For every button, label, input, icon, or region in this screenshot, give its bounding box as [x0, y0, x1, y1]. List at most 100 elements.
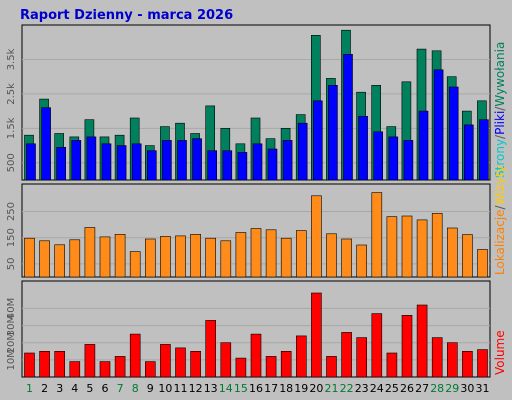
chart-title: Raport Dzienny - marca 2026 [20, 8, 233, 23]
bar-volume-volume [220, 342, 232, 378]
y-tick-label: 40M [6, 298, 17, 319]
x-tick-label: 26 [400, 382, 414, 395]
bar-volume-volume [295, 335, 307, 378]
bar-volume-volume [69, 361, 81, 378]
bar-volume-volume [205, 320, 216, 378]
bar-visits-wizyty [145, 238, 156, 278]
bar-visits-wizyty [401, 215, 413, 278]
bar-volume-volume [416, 304, 428, 378]
bar-visits-wizyty [54, 244, 66, 278]
bar-volume-volume [401, 314, 413, 378]
legend-separator: / [493, 134, 507, 139]
x-tick-label: 24 [370, 382, 384, 395]
legend-volume: Volume [493, 330, 507, 375]
bar-volume-volume [39, 350, 50, 378]
x-tick-label: 27 [415, 382, 429, 395]
bar-visits-wizyty [175, 235, 186, 278]
x-tick-label: 7 [117, 382, 124, 395]
y-tick-label: 10M [6, 349, 17, 370]
bar-volume-volume [129, 333, 141, 378]
bar-hits-pliki [463, 124, 474, 181]
bar-visits-wizyty [220, 240, 232, 278]
bar-hits-pliki [71, 140, 82, 181]
bar-visits-wizyty [326, 233, 337, 278]
bar-visits-wizyty [190, 234, 201, 278]
bar-visits-wizyty [250, 228, 262, 278]
bar-hits-pliki [373, 131, 384, 181]
bar-volume-volume [431, 337, 443, 378]
bar-volume-volume [265, 356, 277, 378]
x-tick-label: 16 [249, 382, 263, 395]
legend-separator: / [493, 106, 507, 111]
bar-visits-wizyty [295, 230, 307, 278]
x-tick-label: 29 [445, 382, 459, 395]
legend-entry: Strony [493, 139, 507, 178]
x-tick-label: 22 [340, 382, 354, 395]
x-tick-label: 1 [26, 382, 33, 395]
bar-volume-volume [175, 347, 186, 378]
bar-volume-volume [326, 356, 337, 378]
x-tick-label: 31 [476, 382, 490, 395]
y-tick-label: 3.5k [6, 48, 17, 70]
bar-visits-wizyty [416, 219, 428, 278]
bar-visits-wizyty [386, 216, 398, 278]
y-tick-label: 30M [6, 315, 17, 336]
y-tick-label: 2.5k [6, 83, 17, 105]
x-tick-label: 11 [174, 382, 188, 395]
y-tick-label: 150 [6, 228, 17, 247]
bar-hits-pliki [116, 145, 127, 181]
bar-volume-volume [114, 356, 126, 378]
bar-volume-volume [250, 333, 262, 378]
bar-hits-pliki [252, 143, 263, 181]
x-tick-label: 17 [264, 382, 278, 395]
bar-visits-wizyty [129, 251, 141, 278]
bar-volume-volume [356, 337, 368, 378]
bar-visits-wizyty [311, 195, 322, 278]
bar-hits-pliki [282, 140, 293, 181]
bar-visits-wizyty [24, 237, 35, 278]
legend-entry: Pliki [493, 111, 507, 135]
bar-volume-volume [446, 342, 458, 378]
bar-hits-pliki [162, 140, 172, 181]
x-tick-label: 12 [189, 382, 203, 395]
bar-hits-pliki [328, 85, 338, 181]
x-tick-label: 5 [86, 382, 93, 395]
bar-hits-pliki [343, 53, 353, 181]
bar-volume-volume [24, 352, 35, 378]
x-tick-label: 21 [325, 382, 339, 395]
bar-volume-volume [99, 361, 111, 378]
bar-hits-pliki [147, 150, 157, 181]
chart-panels: 5001.5k2.5k3.5kStrony/Pliki/Wywołania501… [6, 24, 507, 378]
bar-visits-wizyty [477, 249, 488, 278]
bar-hits-pliki [131, 143, 142, 181]
bar-volume-volume [54, 350, 66, 378]
bar-visits-wizyty [99, 236, 111, 278]
legend-entry: Wizyty [493, 165, 507, 205]
bar-volume-volume [371, 313, 383, 378]
x-tick-label: 4 [71, 382, 78, 395]
bar-hits-pliki [41, 107, 51, 181]
bar-volume-volume [190, 350, 201, 378]
bar-visits-wizyty [371, 192, 383, 278]
bar-visits-wizyty [431, 213, 443, 278]
x-tick-label: 28 [430, 382, 444, 395]
bar-volume-volume [160, 344, 171, 378]
x-tick-label: 18 [279, 382, 293, 395]
legend-visits: Lokalizacje/Wizyty [493, 165, 507, 275]
bar-hits-pliki [192, 138, 202, 181]
bar-hits-pliki [388, 136, 399, 181]
bar-hits-pliki [448, 86, 459, 181]
bar-hits-pliki [358, 116, 368, 181]
y-tick-label: 500 [6, 153, 17, 172]
x-tick-label: 14 [219, 382, 233, 395]
x-tick-label: 10 [158, 382, 172, 395]
x-tick-label: 9 [147, 382, 154, 395]
bar-visits-wizyty [462, 234, 473, 278]
bar-visits-wizyty [160, 236, 171, 278]
x-tick-label: 25 [385, 382, 399, 395]
bar-hits-pliki [177, 140, 187, 181]
bar-volume-volume [341, 332, 352, 378]
